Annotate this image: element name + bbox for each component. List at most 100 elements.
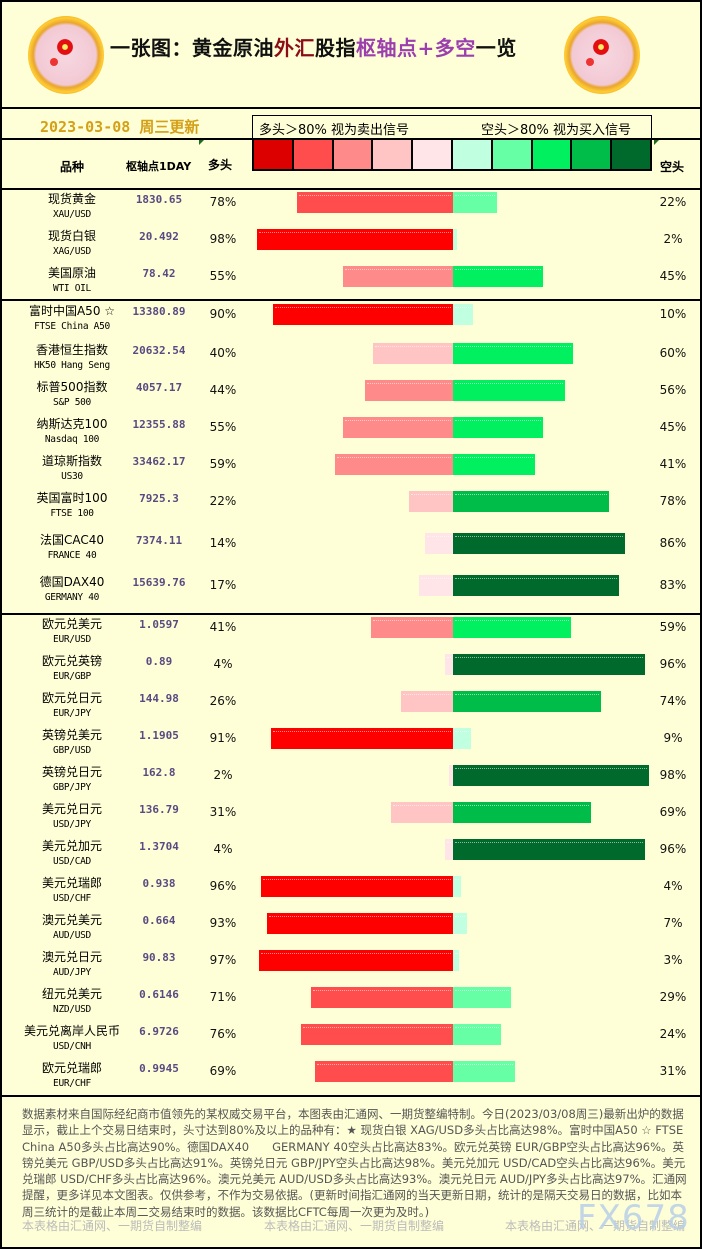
col-header-pivot: 枢轴点1DAY: [126, 160, 192, 173]
symbol-name: 美国原油 WTI OIL: [2, 266, 142, 296]
pivot-value: 162.8: [142, 766, 176, 779]
pivot-value: 0.89: [145, 655, 173, 668]
short-bar: [453, 913, 467, 934]
symbol-name: 标普500指数 S&P 500: [2, 380, 142, 410]
long-bar: [297, 192, 453, 213]
long-percent: 22%: [209, 494, 237, 508]
short-percent: 4%: [663, 879, 683, 893]
short-percent: 3%: [663, 953, 683, 967]
legend-color-cell: [452, 140, 493, 169]
long-bar: [401, 691, 453, 712]
short-percent: 86%: [659, 536, 687, 550]
symbol-en: USD/CNH: [53, 1041, 91, 1052]
symbol-en: NZD/USD: [53, 1004, 91, 1015]
short-percent: 56%: [659, 383, 687, 397]
table-row: 法国CAC40 FRANCE 40 7374.11 14% 86%: [2, 531, 700, 568]
long-bar: [343, 266, 453, 287]
symbol-cn: 澳元兑日元: [41, 950, 102, 964]
table-row: 现货黄金 XAU/USD 1830.65 78% 22%: [2, 190, 700, 227]
symbol-cn: 英镑兑日元: [41, 765, 102, 779]
long-bar: [391, 802, 453, 823]
table-row: 英镑兑日元 GBP/JPY 162.8 2% 98%: [2, 763, 700, 800]
symbol-cn: 欧元兑瑞郎: [41, 1061, 102, 1075]
long-percent: 90%: [209, 307, 237, 321]
symbol-cn: 欧元兑美元: [41, 617, 102, 631]
short-bar: [453, 802, 591, 823]
short-bar: [453, 192, 497, 213]
long-percent: 4%: [213, 842, 233, 856]
pivot-value: 144.98: [139, 692, 179, 705]
symbol-cn: 法国CAC40: [39, 533, 105, 547]
long-percent: 71%: [209, 990, 237, 1004]
legend-color-cell: [373, 140, 414, 169]
table-row: 德国DAX40 GERMANY 40 15639.76 17% 83%: [2, 573, 700, 610]
long-bar: [267, 913, 453, 934]
plum-blossom-badge-icon: [28, 16, 104, 94]
short-percent: 10%: [659, 307, 687, 321]
symbol-name: 纳斯达克100 Nasdaq 100: [2, 417, 142, 447]
short-bar: [453, 380, 565, 401]
long-bar: [409, 491, 453, 512]
pivot-value: 20632.54: [132, 344, 186, 357]
divider: [2, 613, 700, 615]
symbol-en: EUR/USD: [53, 634, 91, 645]
symbol-en: AUD/JPY: [53, 967, 91, 978]
short-bar: [453, 617, 571, 638]
symbol-cn: 美元兑瑞郎: [41, 876, 102, 890]
symbol-en: GERMANY 40: [44, 592, 100, 603]
long-bar: [343, 417, 453, 438]
short-bar: [453, 1024, 501, 1045]
long-bar: [425, 533, 453, 554]
symbol-cn: 欧元兑英镑: [41, 654, 102, 668]
long-percent: 40%: [209, 346, 237, 360]
table-row: 英镑兑美元 GBP/USD 1.1905 91% 9%: [2, 726, 700, 763]
symbol-en: GBP/USD: [53, 745, 91, 756]
table-row: 英国富时100 FTSE 100 7925.3 22% 78%: [2, 489, 700, 526]
long-percent: 78%: [209, 195, 237, 209]
page-title: 一张图：黄金原油外汇股指枢轴点+多空一览: [110, 36, 517, 60]
legend-color-cell: [492, 140, 533, 169]
long-bar: [365, 380, 453, 401]
symbol-name: 纽元兑美元 NZD/USD: [2, 987, 142, 1017]
symbol-name: 美元兑日元 USD/JPY: [2, 802, 142, 832]
short-percent: 96%: [659, 842, 687, 856]
symbol-name: 欧元兑英镑 EUR/GBP: [2, 654, 142, 684]
short-bar: [453, 876, 461, 897]
long-bar: [273, 304, 453, 325]
short-bar: [453, 987, 511, 1008]
symbol-en: USD/CHF: [53, 893, 91, 904]
short-bar: [453, 691, 601, 712]
symbol-cn: 富时中国A50 ☆: [28, 304, 116, 318]
long-bar: [315, 1061, 453, 1082]
divider: [2, 107, 700, 109]
symbol-cn: 纳斯达克100: [36, 417, 108, 431]
table-row: 美元兑瑞郎 USD/CHF 0.938 96% 4%: [2, 874, 700, 911]
short-bar: [453, 266, 543, 287]
long-bar: [445, 654, 453, 675]
symbol-name: 香港恒生指数 HK50 Hang Seng: [2, 343, 142, 373]
short-percent: 78%: [659, 494, 687, 508]
symbol-en: S&P 500: [53, 397, 91, 408]
short-percent: 2%: [663, 232, 683, 246]
symbol-cn: 美国原油: [47, 266, 96, 280]
short-percent: 29%: [659, 990, 687, 1004]
symbol-en: FRANCE 40: [47, 550, 97, 561]
short-percent: 24%: [659, 1027, 687, 1041]
footer-signature: 本表格由汇通网、一期货自制整编: [264, 1219, 445, 1233]
pivot-value: 0.9945: [139, 1062, 179, 1075]
symbol-en: USD/CAD: [53, 856, 91, 867]
symbol-cn: 标普500指数: [36, 380, 108, 394]
symbol-en: FTSE 100: [50, 508, 94, 519]
divider: [2, 299, 700, 301]
fx678-watermark: FX678: [577, 1198, 690, 1238]
long-percent: 2%: [213, 768, 233, 782]
symbol-name: 美元兑离岸人民币 USD/CNH: [2, 1024, 142, 1054]
symbol-en: EUR/JPY: [53, 708, 91, 719]
symbol-name: 英国富时100 FTSE 100: [2, 491, 142, 521]
short-bar: [453, 417, 543, 438]
symbol-name: 法国CAC40 FRANCE 40: [2, 533, 142, 563]
symbol-en: HK50 Hang Seng: [34, 360, 110, 371]
symbol-en: EUR/GBP: [53, 671, 91, 682]
pivot-value: 6.9726: [139, 1025, 179, 1038]
short-percent: 45%: [659, 420, 687, 434]
